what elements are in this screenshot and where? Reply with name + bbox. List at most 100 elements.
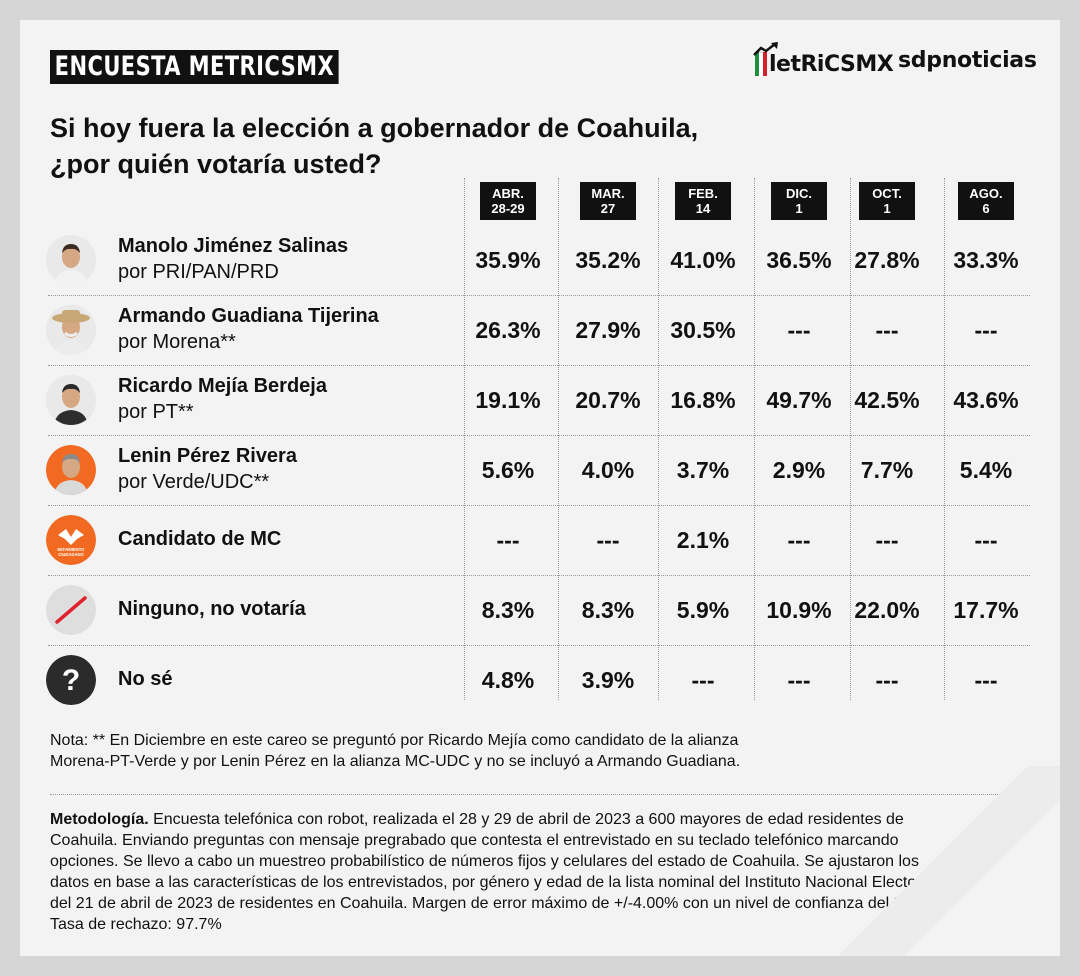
table-row: por Morena** Armando Guadiana Tijerina 26.…: [20, 295, 1060, 365]
percentage-cell: ---: [596, 527, 620, 553]
column-header-month: MAR.: [591, 186, 625, 201]
question-title: Si hoy fuera la elección a gobernador de…: [50, 110, 770, 182]
question-line-2: ¿por quién votaría usted?: [50, 149, 382, 179]
percentage-cell: 7.7%: [860, 457, 914, 483]
column-header-day: 6: [982, 201, 990, 216]
percentage-cell: 8.3%: [581, 597, 635, 623]
percentage-cell: ---: [974, 527, 998, 553]
column-header-date: AGO. 6: [958, 182, 1014, 220]
row-separator: [48, 505, 1030, 506]
column-header-date: FEB. 14: [675, 182, 731, 220]
percentage-cell: 10.9%: [766, 597, 832, 623]
methodology: Metodología. Encuesta telefónica con rob…: [50, 809, 1035, 935]
table-row: MOVIMIENTO CIUDADANO Candidato de MC --- ---…: [20, 505, 1060, 575]
candidate-name: Manolo Jiménez Salinas: [118, 235, 349, 257]
footnote-line-2: Morena-PT-Verde y por Lenin Pérez en la …: [50, 753, 741, 770]
percentage-cell: 8.3%: [481, 597, 535, 623]
percentage-cell: 35.9%: [475, 247, 541, 273]
column-header-day: 1: [795, 201, 803, 216]
percentage-cell: ---: [787, 667, 811, 693]
percentage-cell: 42.5%: [854, 387, 920, 413]
percentage-cell: 27.9%: [575, 317, 641, 343]
percentage-cell: ---: [875, 527, 899, 553]
percentage-cell: 5.4%: [959, 457, 1013, 483]
column-separator: [850, 178, 851, 700]
candidate-party: por Morena**: [118, 331, 236, 353]
column-header-month: AGO.: [969, 186, 1003, 201]
percentage-cell: 43.6%: [953, 387, 1019, 413]
percentage-cell: 19.1%: [475, 387, 541, 413]
row-separator: [48, 575, 1030, 576]
metricsmx-wordmark: letRiCSMX: [769, 52, 894, 77]
percentage-cell: 17.7%: [953, 597, 1019, 623]
survey-badge: ENCUESTA METRICSMX: [50, 50, 339, 84]
candidate-photo-icon: [46, 305, 96, 355]
candidate-name: Candidato de MC: [118, 528, 282, 550]
percentage-cell: 41.0%: [670, 247, 736, 273]
methodology-line-4: datos en base a las características de l…: [50, 874, 935, 891]
candidate-photo-icon: [46, 375, 96, 425]
svg-text:CIUDADANO: CIUDADANO: [58, 552, 84, 557]
candidate-photo-icon: [46, 235, 96, 285]
column-separator: [464, 178, 465, 700]
methodology-line-1: Encuesta telefónica con robot, realizada…: [148, 811, 904, 828]
percentage-cell: 4.8%: [481, 667, 535, 693]
candidate-photo-icon: [46, 445, 96, 495]
percentage-cell: 3.7%: [676, 457, 730, 483]
footnote: Nota: ** En Diciembre en este careo se p…: [50, 730, 1010, 772]
candidate-party: por Verde/UDC**: [118, 471, 270, 493]
percentage-cell: 33.3%: [953, 247, 1019, 273]
divider: [50, 794, 1030, 795]
column-header-month: DIC.: [786, 186, 812, 201]
methodology-line-2: Coahuila. Enviando preguntas con mensaje…: [50, 832, 899, 849]
candidate-name: Ricardo Mejía Berdeja: [118, 375, 327, 397]
row-separator: [48, 365, 1030, 366]
column-separator: [658, 178, 659, 700]
row-separator: [48, 645, 1030, 646]
table-row: Ninguno, no votaría 8.3% 8.3% 5.9% 10.9% 22.0…: [20, 575, 1060, 645]
svg-text:MOVIMIENTO: MOVIMIENTO: [58, 547, 86, 552]
percentage-cell: ---: [496, 527, 520, 553]
column-header-day: 1: [883, 201, 891, 216]
column-separator: [754, 178, 755, 700]
percentage-cell: 4.0%: [581, 457, 635, 483]
column-header-month: FEB.: [688, 186, 718, 201]
percentage-cell: ---: [787, 317, 811, 343]
percentage-cell: 5.6%: [481, 457, 535, 483]
percentage-cell: 3.9%: [581, 667, 635, 693]
percentage-cell: ---: [875, 667, 899, 693]
table-row: por PRI/PAN/PRD Manolo Jiménez Salinas 35.…: [20, 225, 1060, 295]
movimiento-ciudadano-logo-icon: MOVIMIENTO CIUDADANO: [46, 515, 96, 565]
column-header-date: DIC. 1: [771, 182, 827, 220]
percentage-cell: 30.5%: [670, 317, 736, 343]
percentage-cell: 49.7%: [766, 387, 832, 413]
mexico-flag-icon: [753, 42, 778, 76]
percentage-cell: 22.0%: [854, 597, 920, 623]
methodology-line-3: opciones. Se llevo a cabo un muestreo pr…: [50, 853, 919, 870]
candidate-party: por PT**: [118, 401, 194, 423]
column-header-month: OCT.: [872, 186, 902, 201]
percentage-cell: 26.3%: [475, 317, 541, 343]
table-row: por PT** Ricardo Mejía Berdeja 19.1% 20.7% 1…: [20, 365, 1060, 435]
no-vote-slash-icon: [46, 585, 96, 635]
percentage-cell: ---: [974, 667, 998, 693]
metricsmx-logo: letRiCSMX: [753, 42, 894, 77]
percentage-cell: 35.2%: [575, 247, 641, 273]
column-header-date: MAR. 27: [580, 182, 636, 220]
methodology-line-6: Tasa de rechazo: 97.7%: [50, 916, 222, 933]
column-header-date: OCT. 1: [859, 182, 915, 220]
row-separator: [48, 295, 1030, 296]
row-separator: [48, 435, 1030, 436]
footnote-line-1: Nota: ** En Diciembre en este careo se p…: [50, 732, 739, 749]
column-separator: [944, 178, 945, 700]
column-header-date: ABR. 28-29: [480, 182, 536, 220]
candidate-party: por PRI/PAN/PRD: [118, 261, 279, 283]
candidate-name: Armando Guadiana Tijerina: [118, 305, 379, 327]
percentage-cell: ---: [974, 317, 998, 343]
column-header-day: 14: [695, 201, 711, 216]
percentage-cell: 36.5%: [766, 247, 832, 273]
percentage-cell: ---: [691, 667, 715, 693]
column-separator: [558, 178, 559, 700]
svg-text:?: ?: [62, 664, 80, 697]
percentage-cell: ---: [875, 317, 899, 343]
